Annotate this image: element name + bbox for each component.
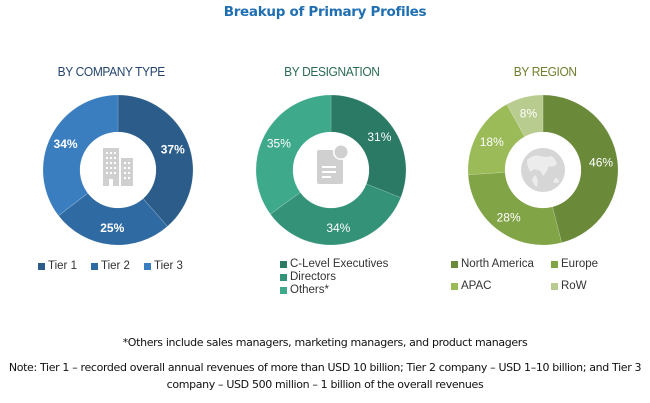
data-label: 25% [100,221,124,235]
legend-label: North America [461,258,534,270]
legend-swatch [143,262,151,270]
legend-label: Tier 1 [48,260,77,272]
legend-label: Tier 2 [100,260,130,272]
legend-swatch [451,282,458,290]
data-label: 37% [161,142,185,156]
legend-label: Tier 3 [153,260,183,272]
data-label: 34% [326,221,350,235]
legend-item-apac: APAC [451,280,551,292]
data-label: 8% [520,106,538,120]
legend-label: Others* [290,284,329,296]
legend-label: APAC [461,280,492,292]
legend-swatch [90,262,98,270]
donut-company-type: 37% 25% 34% [42,94,194,246]
globe-icon [521,148,565,192]
data-label: 34% [54,137,78,151]
donut-slice-c-level-executives [330,94,407,198]
legend-item-directors: Directors [280,271,388,283]
legend-company-type: Tier 1 Tier 2 Tier 3 [38,260,183,272]
data-label: 28% [497,210,521,224]
tier-footnote: Note: Tier 1 – recorded overall annual r… [8,361,642,391]
building-icon [103,148,133,186]
data-label: 18% [480,135,504,149]
chart-title-designation: BY DESIGNATION [284,64,380,79]
legend-item-north-america: North America [451,258,551,270]
legend-swatch [38,262,45,270]
legend-swatch [280,273,287,281]
chart-title-company-type: BY COMPANY TYPE [57,64,166,79]
donut-region: 46% 28% 18% 8% [467,94,619,246]
legend-label: Europe [561,258,599,270]
legend-label: RoW [561,280,587,292]
data-label: 46% [589,156,613,170]
document-icon [317,144,349,184]
legend-item-others: Others* [280,284,388,296]
chart-title-region: BY REGION [513,64,577,79]
legend-label: C-Level Executives [290,258,389,270]
legend-item-tier-2: Tier 2 [90,260,130,272]
legend-label: Directors [290,271,337,283]
main-title: Breakup of Primary Profiles [223,4,427,20]
others-footnote: *Others include sales managers, marketin… [122,336,528,349]
legend-item-europe: Europe [551,258,631,270]
legend-item-tier-3: Tier 3 [143,260,183,272]
legend-item-row: RoW [551,280,631,292]
legend-swatch [551,282,558,290]
legend-swatch [551,260,558,268]
data-label: 31% [367,130,391,144]
data-label: 35% [267,136,291,150]
legend-item-tier-1: Tier 1 [38,260,77,272]
legend-swatch [280,286,287,294]
legend-swatch [451,260,458,268]
donut-designation: 31% 34% 35% [255,94,407,246]
legend-designation: C-Level Executives Directors Others* [280,258,388,296]
legend-region: North America Europe APAC RoW [451,258,631,292]
legend-item-c-level: C-Level Executives [280,258,388,270]
legend-swatch [280,260,287,268]
